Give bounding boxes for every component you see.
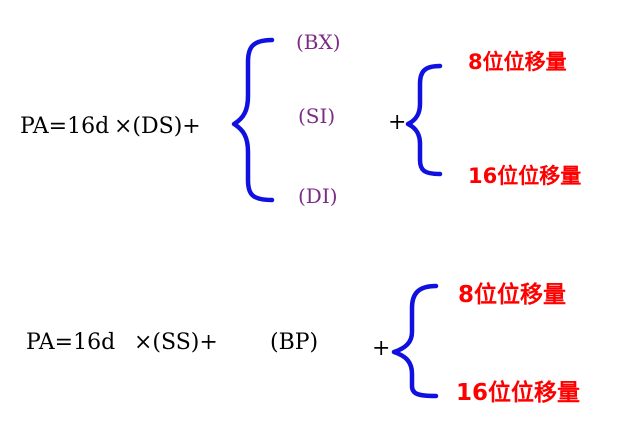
formula1-displacement-16bit: 16位位移量 — [468, 164, 582, 188]
formula1-register-si: (SI) — [298, 104, 336, 128]
formula1-register-bx: (BX) — [296, 30, 341, 54]
formula2-lhs: PA=16d — [26, 330, 116, 355]
register-brace-1 — [231, 37, 275, 203]
formula2-displacement-16bit: 16位位移量 — [456, 380, 581, 406]
formula2-register-bp: (BP) — [270, 330, 319, 355]
formula1-multiply: ×(DS)+ — [114, 114, 201, 139]
formula2-plus: + — [372, 336, 391, 361]
formula1-displacement-8bit: 8位位移量 — [468, 50, 567, 74]
formula2-multiply: ×(SS)+ — [134, 330, 218, 355]
displacement-brace-1 — [405, 63, 443, 177]
formula1-lhs: PA=16d — [20, 114, 110, 139]
formula1-plus: + — [388, 110, 407, 135]
displacement-brace-2 — [391, 283, 439, 399]
formula2-displacement-8bit: 8位位移量 — [458, 282, 567, 308]
formula1-register-di: (DI) — [298, 184, 338, 208]
